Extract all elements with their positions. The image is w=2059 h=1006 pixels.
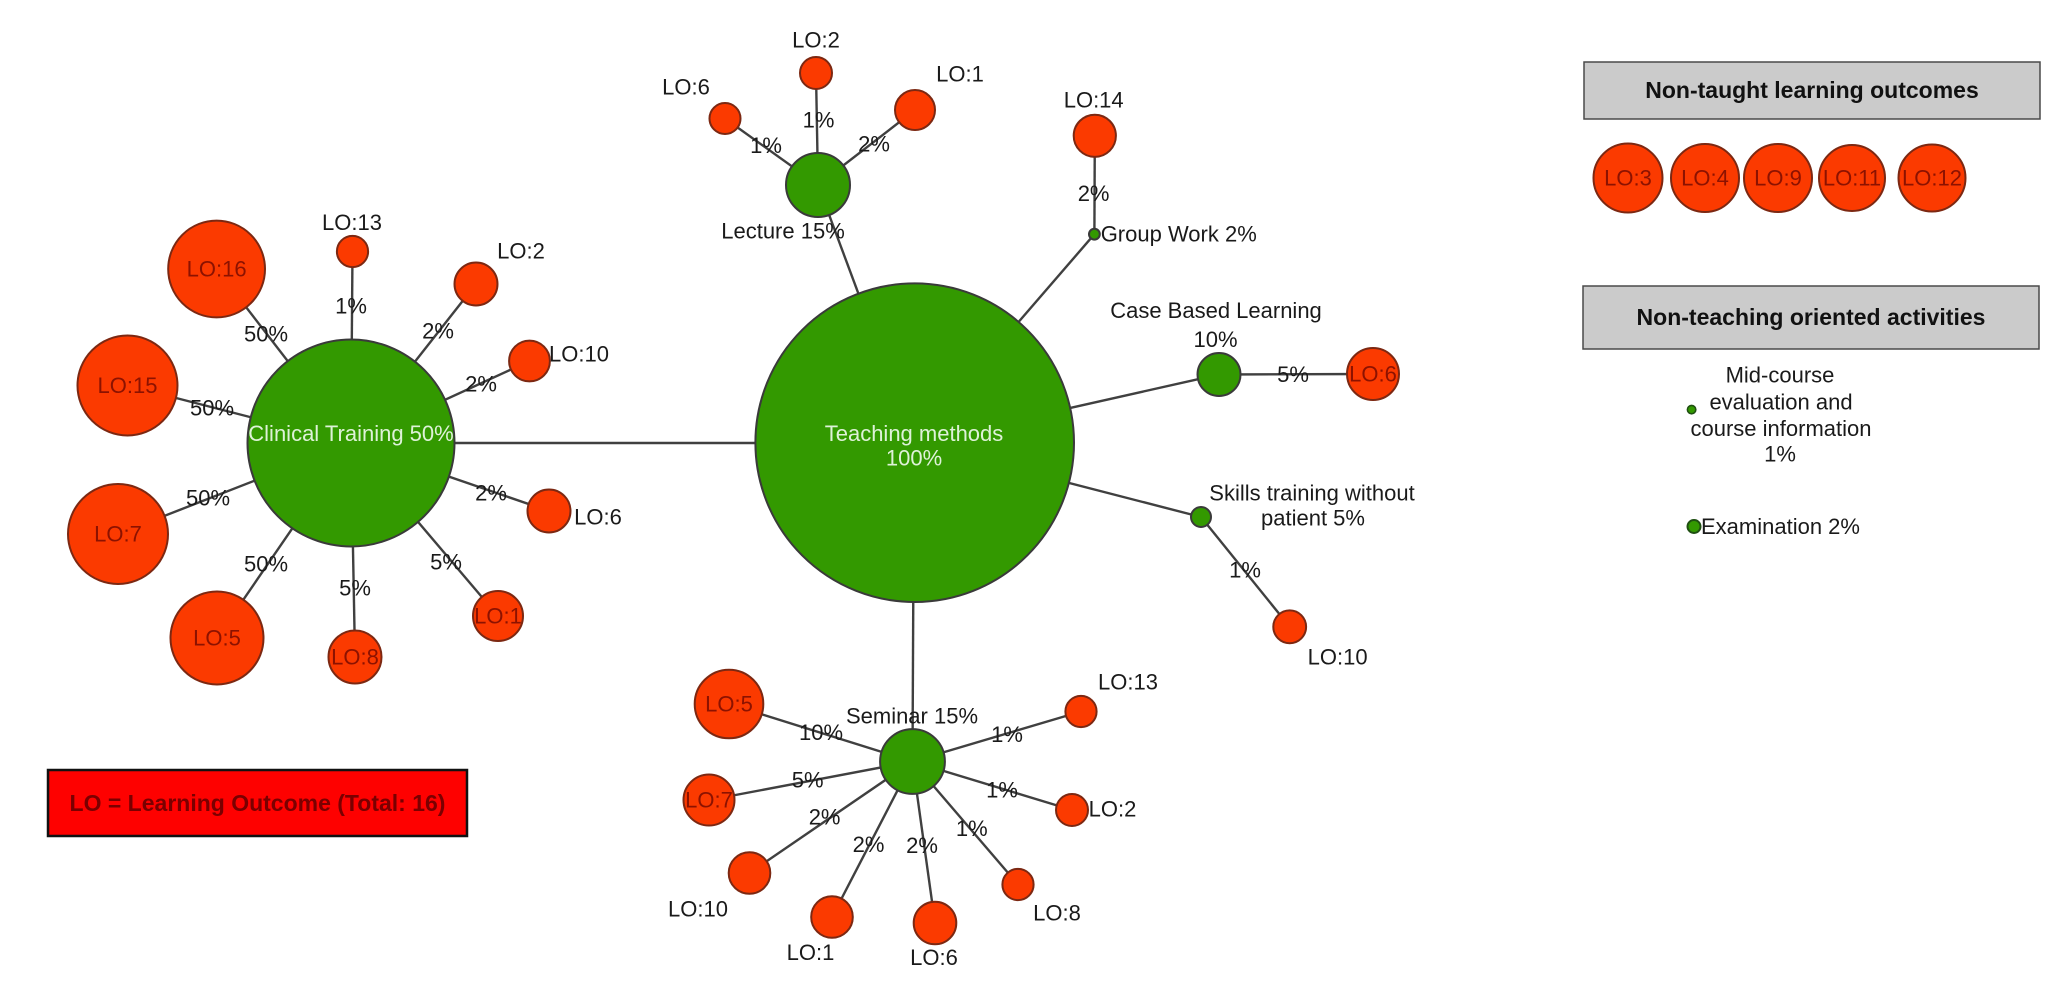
svg-text:5%: 5%: [339, 576, 371, 601]
svg-text:Examination 2%: Examination 2%: [1701, 514, 1860, 539]
svg-text:course information: course information: [1691, 416, 1872, 441]
svg-text:LO:12: LO:12: [1902, 166, 1962, 191]
svg-text:LO:7: LO:7: [685, 788, 733, 813]
svg-text:1%: 1%: [991, 722, 1023, 747]
svg-text:LO:1: LO:1: [474, 604, 522, 629]
svg-text:Seminar 15%: Seminar 15%: [846, 704, 978, 729]
svg-text:LO:8: LO:8: [331, 645, 379, 670]
svg-text:Teaching methods: Teaching methods: [825, 421, 1004, 446]
svg-text:Non-teaching oriented activiti: Non-teaching oriented activities: [1637, 304, 1986, 330]
svg-text:LO = Learning Outcome (Total:: LO = Learning Outcome (Total: 16): [70, 790, 446, 816]
svg-text:Non-taught learning outcomes: Non-taught learning outcomes: [1645, 77, 1979, 103]
svg-text:1%: 1%: [1764, 442, 1796, 467]
svg-text:10%: 10%: [1193, 327, 1237, 352]
svg-text:2%: 2%: [809, 805, 841, 830]
svg-text:1%: 1%: [803, 108, 835, 133]
svg-text:1%: 1%: [750, 133, 782, 158]
svg-text:LO:6: LO:6: [662, 75, 710, 100]
svg-text:LO:8: LO:8: [1033, 901, 1081, 926]
svg-text:LO:2: LO:2: [1089, 797, 1137, 822]
svg-text:1%: 1%: [335, 294, 367, 319]
svg-text:50%: 50%: [244, 322, 288, 347]
svg-text:LO:2: LO:2: [497, 239, 545, 264]
svg-text:50%: 50%: [186, 486, 230, 511]
svg-text:1%: 1%: [986, 778, 1018, 803]
svg-text:Mid-course: Mid-course: [1726, 363, 1835, 388]
svg-text:LO:5: LO:5: [193, 626, 241, 651]
svg-text:LO:6: LO:6: [910, 945, 958, 970]
svg-text:LO:15: LO:15: [98, 373, 158, 398]
svg-text:5%: 5%: [792, 768, 824, 793]
svg-text:5%: 5%: [1277, 362, 1309, 387]
svg-text:LO:4: LO:4: [1681, 166, 1729, 191]
svg-text:Skills training without: Skills training without: [1209, 481, 1414, 506]
svg-text:patient 5%: patient 5%: [1261, 506, 1365, 531]
svg-text:2%: 2%: [422, 319, 454, 344]
svg-text:LO:5: LO:5: [705, 692, 753, 717]
svg-text:50%: 50%: [244, 552, 288, 577]
svg-text:2%: 2%: [858, 132, 890, 157]
svg-text:LO:6: LO:6: [1349, 362, 1397, 387]
svg-text:LO:9: LO:9: [1754, 166, 1802, 191]
svg-text:100%: 100%: [886, 446, 942, 471]
svg-text:Case Based Learning: Case Based Learning: [1110, 298, 1322, 323]
svg-text:LO:10: LO:10: [1308, 644, 1368, 669]
svg-text:LO:13: LO:13: [1098, 670, 1158, 695]
svg-text:50%: 50%: [190, 396, 234, 421]
svg-text:10%: 10%: [799, 720, 843, 745]
svg-text:LO:3: LO:3: [1604, 166, 1652, 191]
svg-text:Clinical Training 50%: Clinical Training 50%: [248, 421, 453, 446]
svg-text:evaluation and: evaluation and: [1709, 390, 1852, 415]
svg-text:LO:13: LO:13: [322, 210, 382, 235]
svg-text:LO:1: LO:1: [936, 62, 984, 87]
svg-text:LO:1: LO:1: [787, 940, 835, 965]
svg-text:2%: 2%: [906, 833, 938, 858]
svg-text:Group Work 2%: Group Work 2%: [1101, 222, 1257, 247]
svg-text:LO:2: LO:2: [792, 28, 840, 53]
svg-text:Lecture 15%: Lecture 15%: [721, 219, 845, 244]
svg-text:LO:10: LO:10: [668, 897, 728, 922]
svg-text:LO:11: LO:11: [1823, 166, 1881, 191]
svg-text:2%: 2%: [475, 481, 507, 506]
svg-text:5%: 5%: [430, 550, 462, 575]
svg-text:LO:16: LO:16: [187, 257, 247, 282]
svg-text:LO:6: LO:6: [574, 505, 622, 530]
svg-text:2%: 2%: [1078, 181, 1110, 206]
svg-text:2%: 2%: [465, 372, 497, 397]
svg-text:LO:7: LO:7: [94, 522, 142, 547]
svg-text:2%: 2%: [853, 832, 885, 857]
svg-text:1%: 1%: [1229, 558, 1261, 583]
svg-text:LO:10: LO:10: [549, 342, 609, 367]
svg-text:LO:14: LO:14: [1064, 88, 1124, 113]
svg-text:1%: 1%: [956, 816, 988, 841]
